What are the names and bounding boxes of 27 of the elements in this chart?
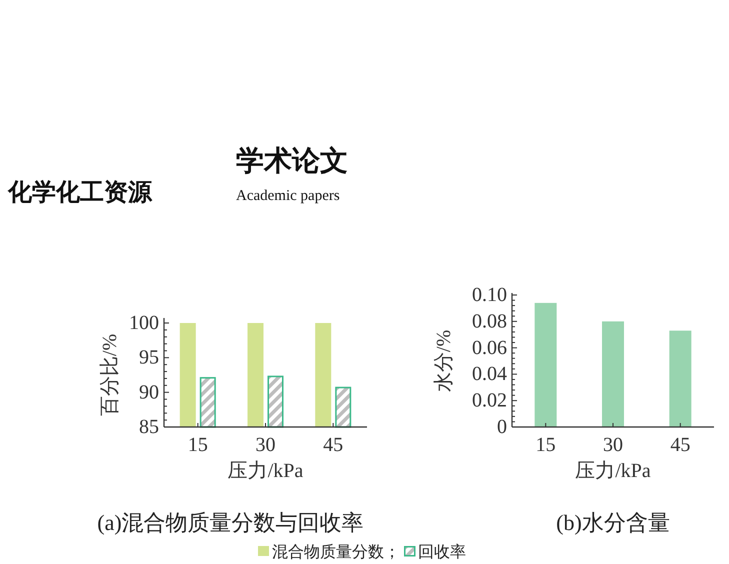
x-tick-label: 45 — [670, 434, 690, 456]
text: Academic papers — [236, 188, 340, 204]
y-tick-label: 0.10 — [472, 284, 507, 306]
text: 学术论文 — [236, 144, 348, 177]
x-tick-label: 30 — [256, 434, 276, 456]
legend-label: 回收率 — [418, 543, 466, 561]
y-axis-title: 水分/% — [433, 330, 455, 392]
text: (a)混合物质量分数与回收率 — [97, 510, 364, 535]
y-tick-label: 0.08 — [472, 310, 507, 332]
y-tick-label: 100 — [129, 312, 159, 334]
legend-label: 混合物质量分数； — [272, 543, 400, 561]
text: (b)水分含量 — [556, 510, 670, 535]
x-tick-label: 15 — [188, 434, 208, 456]
x-axis-title: 压力/kPa — [228, 460, 304, 482]
y-tick-label: 0.02 — [472, 390, 507, 412]
x-tick-label: 15 — [536, 434, 556, 456]
y-axis-title: 百分比/% — [99, 334, 121, 416]
y-tick-label: 0.06 — [472, 336, 507, 359]
y-tick-label: 0.04 — [472, 363, 507, 386]
y-tick-label: 90 — [139, 381, 159, 404]
x-axis-title: 压力/kPa — [575, 460, 651, 482]
x-tick-label: 30 — [603, 434, 623, 456]
y-tick-label: 0 — [497, 416, 507, 438]
x-tick-label: 45 — [323, 434, 344, 456]
text: 化学化工资源 — [7, 178, 153, 206]
y-tick-label: 85 — [139, 416, 159, 438]
y-tick-label: 95 — [139, 346, 159, 369]
